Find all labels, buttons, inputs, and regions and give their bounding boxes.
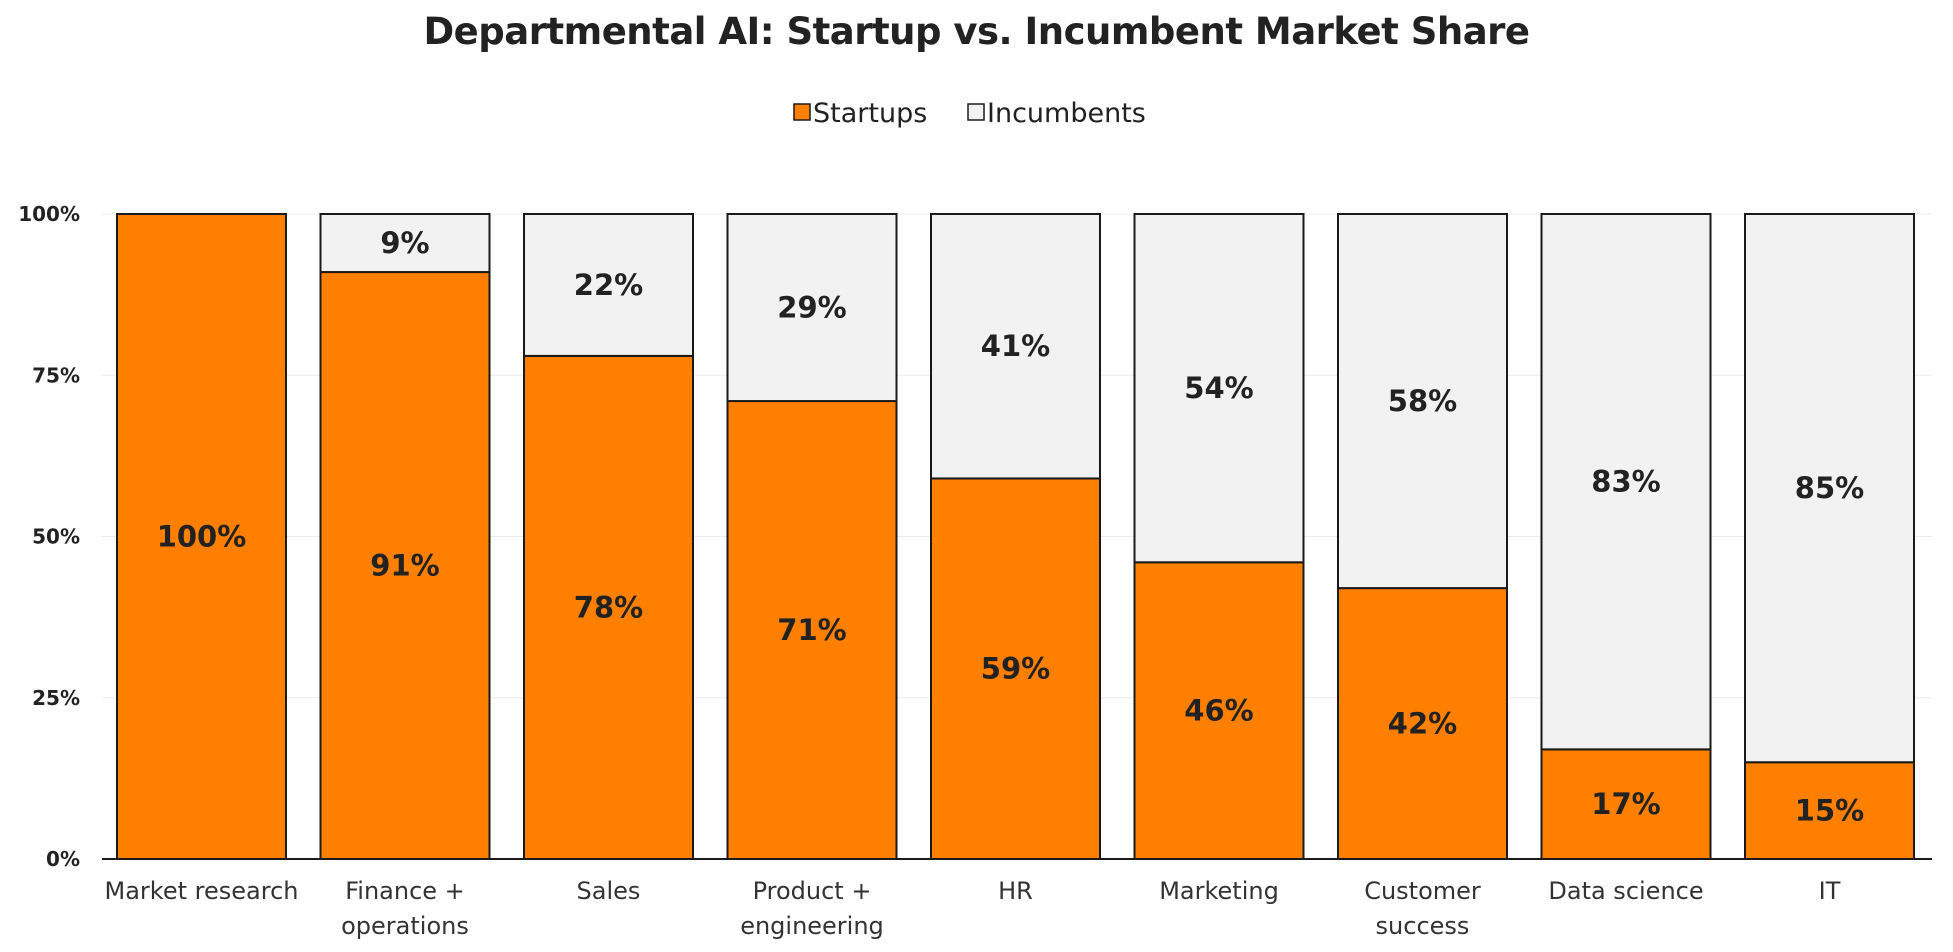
bar-incumbents — [1540, 213, 1712, 751]
legend-label: Startups — [813, 98, 927, 129]
data-label-incumbents: 29% — [777, 291, 846, 325]
chart-title: Departmental AI: Startup vs. Incumbent M… — [423, 10, 1530, 53]
data-label-startups: 91% — [370, 549, 439, 583]
bar-group: 42% 58% — [1337, 213, 1508, 860]
bar-startups — [1133, 561, 1305, 860]
y-tick-label: 0% — [46, 847, 80, 871]
y-tick-label: 50% — [32, 525, 80, 549]
legend-item-startups: Startups — [793, 98, 927, 129]
y-tick-label: 75% — [32, 363, 80, 387]
data-label-incumbents: 41% — [981, 329, 1050, 363]
bar-group: 71% 29% — [726, 213, 898, 860]
bar-startups — [930, 477, 1101, 860]
bar-incumbents — [319, 213, 491, 274]
x-category-label: Data science — [1548, 877, 1703, 905]
legend-item-incumbents: Incumbents — [967, 98, 1146, 129]
bar-group: 91% 9% — [319, 213, 491, 860]
data-label-incumbents: 9% — [380, 226, 429, 260]
data-label-incumbents: 85% — [1795, 471, 1864, 505]
legend-label: Incumbents — [987, 98, 1146, 129]
y-tick-label: 100% — [18, 202, 80, 226]
x-category-label: Product + — [753, 877, 872, 905]
data-label-startups: 15% — [1795, 794, 1864, 828]
bar-group: 15% 85% — [1744, 213, 1915, 860]
x-category-label: Finance + — [345, 877, 465, 905]
x-category-label: Market research — [105, 877, 299, 905]
bar-group: 17% 83% — [1540, 213, 1712, 860]
legend-swatch — [793, 103, 811, 121]
x-category-label: IT — [1819, 877, 1841, 905]
bar-incumbents — [523, 213, 694, 357]
x-category-label: operations — [341, 912, 469, 940]
x-category-label: success — [1376, 912, 1470, 940]
data-label-incumbents: 58% — [1388, 384, 1457, 418]
legend: Startups Incumbents — [793, 98, 1146, 129]
bar-group: 59% 41% — [930, 213, 1101, 860]
bar-group: 78% 22% — [523, 213, 694, 860]
data-label-startups: 100% — [157, 520, 247, 554]
x-category-label: Customer — [1364, 877, 1481, 905]
bar-incumbents — [1133, 213, 1305, 564]
y-tick-label: 25% — [32, 686, 80, 710]
bar-startups — [1744, 761, 1915, 860]
data-label-startups: 78% — [574, 590, 643, 624]
bar-startups — [523, 354, 694, 860]
y-axis: 0% 25% 50% 75% 100% — [18, 202, 80, 871]
x-category-label: Sales — [577, 877, 641, 905]
bar-startups — [1337, 587, 1508, 860]
bar-startups — [726, 400, 898, 860]
x-category-label: engineering — [740, 912, 884, 940]
bar-group: 100% — [116, 213, 287, 860]
data-label-incumbents: 54% — [1184, 371, 1253, 405]
x-category-label: HR — [998, 877, 1033, 905]
data-label-startups: 71% — [777, 613, 846, 647]
bar-startups — [1540, 748, 1712, 860]
bars: 100% 91% 9% 78% 22% 71% 29% 59% 41% 46% 54% 42% 58% 1… — [116, 213, 1915, 860]
data-label-startups: 17% — [1591, 787, 1660, 821]
bar-incumbents — [726, 213, 898, 403]
data-label-startups: 59% — [981, 652, 1050, 686]
data-label-startups: 42% — [1388, 707, 1457, 741]
x-axis: Market research Finance + operations Sales P… — [102, 858, 1932, 940]
x-category-label: Marketing — [1159, 877, 1279, 905]
bar-startups — [319, 271, 491, 860]
bar-incumbents — [1337, 213, 1508, 590]
bar-incumbents — [930, 213, 1101, 480]
bar-incumbents — [1744, 213, 1915, 764]
data-label-incumbents: 22% — [574, 268, 643, 302]
bar-group: 46% 54% — [1133, 213, 1305, 860]
data-label-startups: 46% — [1184, 694, 1253, 728]
data-label-incumbents: 83% — [1591, 465, 1660, 499]
legend-swatch — [967, 103, 985, 121]
